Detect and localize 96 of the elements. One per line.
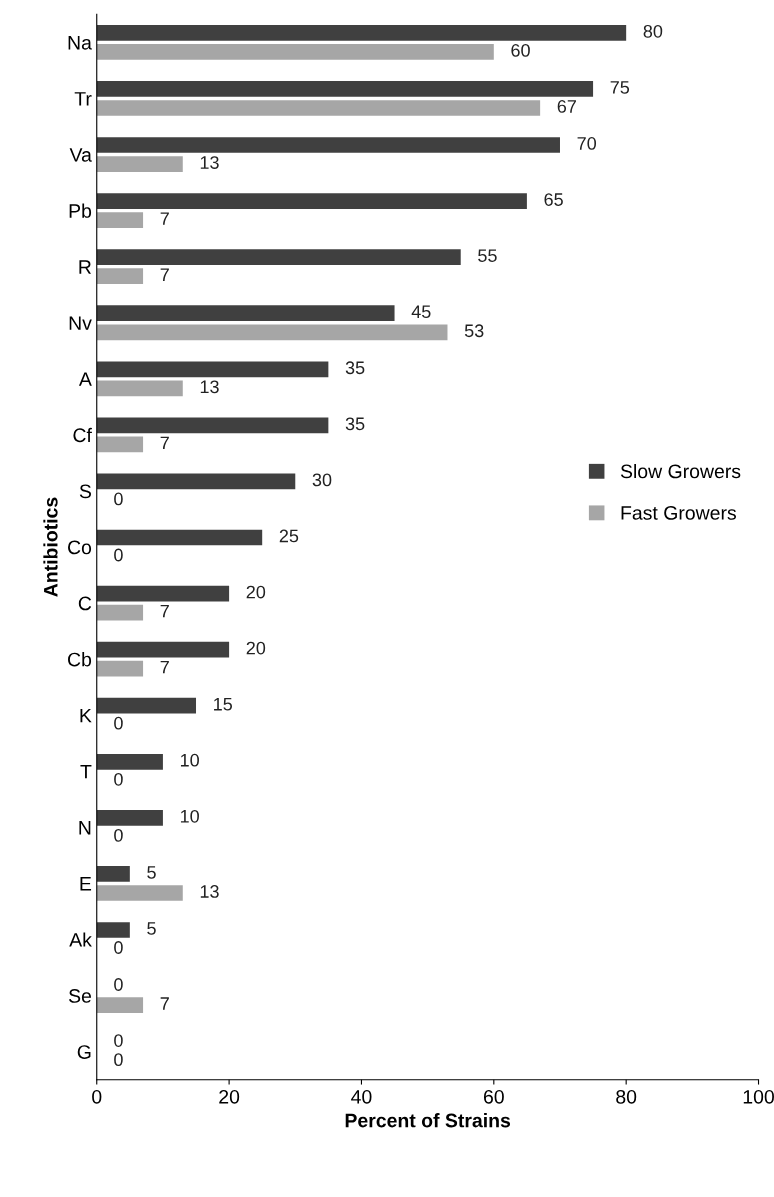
y-axis-title: Antibiotics [43,497,58,597]
bar [96,156,183,172]
legend-label: Fast Growers [621,506,736,520]
x-tick-label: 60 [483,1089,504,1104]
y-tick-label: K [80,708,92,723]
data-label: 0 [114,716,123,730]
bar [96,641,230,658]
y-tick-label: Co [68,540,92,555]
bar [96,604,144,621]
bar [96,866,130,882]
data-label: 5 [147,866,156,879]
bar [96,660,144,677]
y-tick-label: Cb [68,652,92,667]
data-label: 0 [114,828,123,842]
data-label: 7 [160,604,169,618]
data-label: 60 [511,43,530,57]
data-label: 67 [557,100,576,113]
data-label: 7 [160,660,169,674]
bar [96,25,627,41]
data-label: 80 [643,24,663,38]
bar [96,997,144,1013]
bar [96,324,448,341]
data-label: 13 [200,156,219,169]
y-tick-label: Va [69,148,92,162]
data-label: 35 [345,361,365,375]
data-label: 0 [114,548,123,562]
y-tick-label: A [78,372,92,386]
data-label: 0 [114,941,123,954]
data-label: 15 [214,697,233,711]
bar [96,585,230,602]
data-label: 0 [114,978,123,991]
bar [96,81,594,97]
data-label: 13 [200,885,219,898]
y-tick-label: Se [68,989,92,1003]
data-label: 10 [180,809,199,823]
data-label: 45 [411,305,431,319]
data-label: 70 [577,137,597,150]
data-label: 35 [345,417,365,431]
bar [96,100,541,116]
y-tick-label: Nv [69,316,92,330]
bar [96,361,329,378]
data-label: 53 [464,324,484,338]
data-label: 65 [544,193,563,206]
data-label: 0 [114,492,123,506]
data-label: 55 [478,249,497,262]
x-tick-label: 80 [616,1089,637,1104]
bar [96,922,130,938]
y-tick-label: Na [68,36,92,50]
bar [96,697,197,714]
bar [96,193,527,209]
y-tick-label: G [77,1045,91,1059]
bar [96,529,263,546]
bar [96,305,395,322]
data-label: 7 [160,212,169,225]
bar [96,885,183,901]
x-tick-label: 40 [351,1089,372,1104]
x-axis-title: Percent of Strains [345,1113,511,1128]
data-label: 25 [279,529,299,543]
y-tick-label: T [80,764,92,779]
bar [96,810,163,826]
x-tick-label: 0 [92,1089,102,1104]
y-tick-label: E [80,877,92,891]
y-tick-label: C [78,596,92,611]
data-label: 5 [147,922,156,935]
bar [96,417,329,434]
data-label: 75 [610,81,630,94]
data-label: 30 [312,473,332,487]
data-label: 7 [160,268,169,281]
data-label: 0 [114,1053,123,1067]
bar [96,268,144,285]
data-label: 10 [180,753,199,767]
data-label: 20 [246,585,266,599]
x-tick-label: 100 [743,1089,774,1104]
bar [96,212,144,228]
bar [96,436,144,453]
bar [96,137,560,153]
data-label: 7 [160,997,169,1010]
data-label: 0 [114,772,123,786]
bar [96,473,296,490]
data-label: 13 [200,380,219,394]
bar [96,44,494,60]
bar [96,249,461,265]
y-tick-label: Ak [69,932,92,947]
bar [96,380,183,397]
y-tick-label: R [79,260,91,274]
y-tick-label: N [79,821,91,835]
y-tick-label: Pb [69,203,92,218]
data-label: 20 [246,641,266,655]
y-tick-label: Cf [73,427,92,443]
data-label: 7 [160,436,169,450]
y-tick-label: S [79,484,91,499]
legend-label: Slow Growers [620,463,741,479]
data-label: 0 [114,1034,123,1047]
y-tick-label: Tr [74,92,92,106]
x-tick-label: 20 [219,1089,240,1104]
bar [96,753,163,770]
